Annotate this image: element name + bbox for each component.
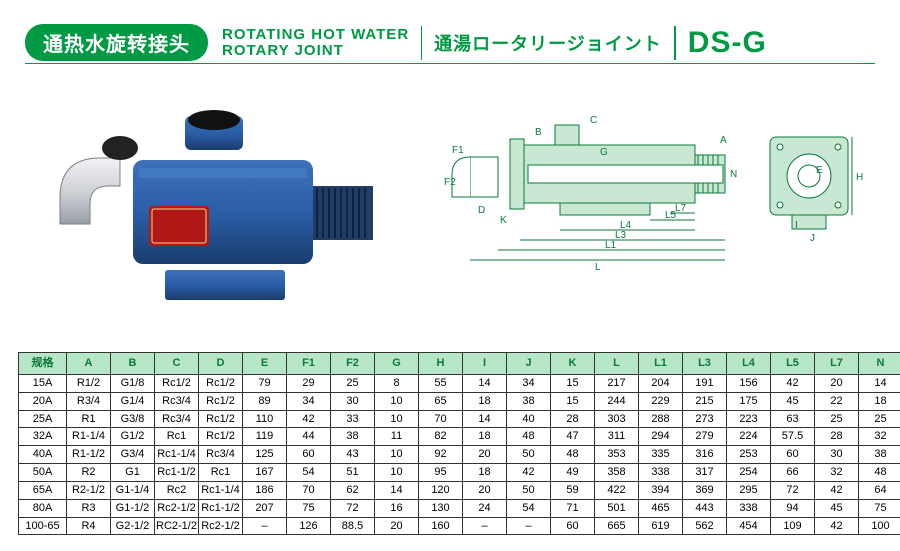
table-row: 32AR1-1/4G1/2Rc1Rc1/21194438118218484731… [19, 428, 900, 446]
title-en-line1: ROTATING HOT WATER [222, 27, 409, 43]
svg-text:H: H [856, 172, 863, 183]
table-row: 100-65R4G2-1/2RC2-1/2Rc2-1/2–12688.52016… [19, 517, 900, 535]
table-row: 40AR1-1/2G3/4Rc1-1/4Rc3/4125604310922050… [19, 446, 900, 464]
svg-text:L4: L4 [620, 220, 632, 231]
svg-text:I: I [795, 220, 798, 231]
technical-diagram: L L1 L3 L4 L5 L7 K D B C F1 F2 A G N E H… [440, 95, 870, 300]
svg-text:L: L [595, 262, 601, 273]
model-code: DS-G [688, 26, 767, 60]
col-A: A [67, 353, 111, 375]
col-I: I [463, 353, 507, 375]
table-row: 25AR1G3/8Rc3/4Rc1/2110423310701440283032… [19, 410, 900, 428]
product-photo [45, 98, 405, 328]
col-D: D [199, 353, 243, 375]
svg-text:G: G [600, 147, 608, 158]
svg-text:E: E [816, 165, 823, 176]
svg-text:A: A [720, 135, 727, 146]
title-cn-badge: 通热水旋转接头 [25, 24, 208, 61]
col-C: C [155, 353, 199, 375]
col-L3: L3 [683, 353, 727, 375]
col-L1: L1 [639, 353, 683, 375]
col-F2: F2 [331, 353, 375, 375]
table-row: 80AR3G1-1/2Rc2-1/2Rc1-1/2207757216130245… [19, 499, 900, 517]
title-en-line2: ROTARY JOINT [222, 43, 409, 59]
col-H: H [419, 353, 463, 375]
svg-text:K: K [500, 215, 507, 226]
table-body: 15AR1/2G1/8Rc1/2Rc1/27929258551434152172… [19, 374, 900, 535]
table-row: 50AR2G1Rc1-1/2Rc116754511095184249358338… [19, 464, 900, 482]
col-L5: L5 [771, 353, 815, 375]
svg-text:J: J [810, 233, 815, 244]
svg-text:L1: L1 [605, 240, 617, 251]
title-jp: 通湯ロータリージョイント [434, 30, 662, 56]
svg-text:F2: F2 [444, 177, 456, 188]
col-F1: F1 [287, 353, 331, 375]
table-row: 65AR2-1/2G1-1/4Rc2Rc1-1/4186706214120205… [19, 481, 900, 499]
svg-text:C: C [590, 115, 597, 126]
table-row: 15AR1/2G1/8Rc1/2Rc1/27929258551434152172… [19, 374, 900, 392]
svg-text:B: B [535, 127, 542, 138]
svg-text:F1: F1 [452, 145, 464, 156]
table-header-row: 规格ABCDEF1F2GHIJKLL1L3L4L5L7N [19, 353, 900, 375]
separator-1 [421, 26, 422, 60]
svg-text:N: N [730, 169, 737, 180]
table-row: 20AR3/4G1/4Rc3/4Rc1/28934301065183815244… [19, 392, 900, 410]
separator-2 [674, 26, 676, 60]
col-规格: 规格 [19, 353, 67, 375]
col-G: G [375, 353, 419, 375]
col-L4: L4 [727, 353, 771, 375]
col-L: L [595, 353, 639, 375]
col-K: K [551, 353, 595, 375]
svg-text:L7: L7 [675, 203, 687, 214]
spec-table: 规格ABCDEF1F2GHIJKLL1L3L4L5L7N 15AR1/2G1/8… [18, 352, 900, 535]
col-J: J [507, 353, 551, 375]
title-en: ROTATING HOT WATER ROTARY JOINT [222, 27, 409, 59]
spec-table-wrap: 规格ABCDEF1F2GHIJKLL1L3L4L5L7N 15AR1/2G1/8… [18, 352, 882, 535]
col-L7: L7 [815, 353, 859, 375]
svg-text:L3: L3 [615, 230, 627, 241]
col-N: N [859, 353, 900, 375]
header-bar: 通热水旋转接头 ROTATING HOT WATER ROTARY JOINT … [25, 22, 875, 64]
col-E: E [243, 353, 287, 375]
svg-text:D: D [478, 205, 485, 216]
col-B: B [111, 353, 155, 375]
